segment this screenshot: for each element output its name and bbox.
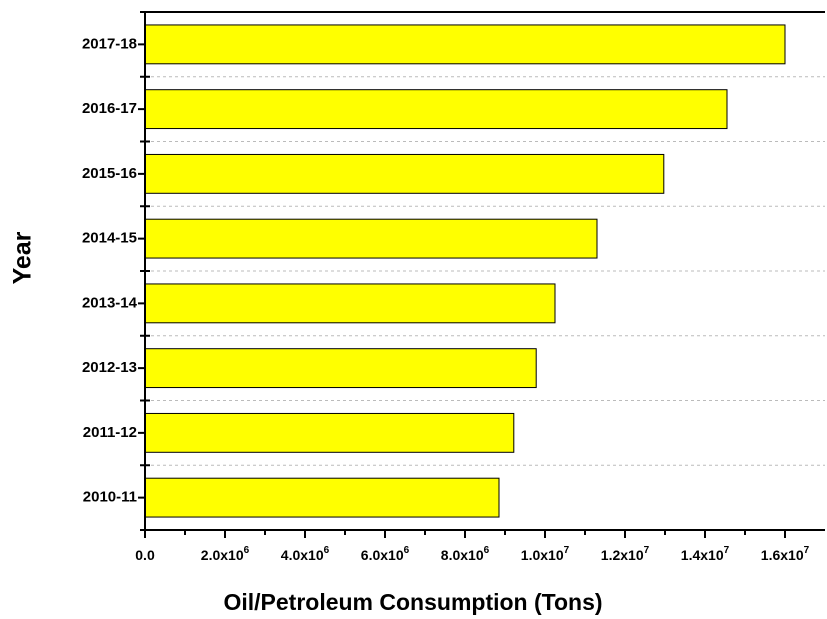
bar [144, 283, 556, 324]
x-tick-label-base: 1.6x10 [761, 547, 804, 563]
x-tick-label-exponent: 7 [804, 545, 810, 556]
y-tick-label: 2012-13 [82, 359, 137, 376]
bar [144, 412, 515, 453]
x-tick-label-exponent: 6 [324, 545, 330, 556]
x-tick-label-base: 8.0x10 [441, 547, 484, 563]
x-tick-label-base: 1.2x10 [601, 547, 644, 563]
x-tick-label: 4.0x106 [281, 545, 330, 563]
x-tick-label-base: 0.0 [135, 547, 155, 563]
x-tick-label-exponent: 7 [724, 545, 730, 556]
x-tick-label-base: 2.0x10 [201, 547, 244, 563]
x-tick-label-exponent: 7 [644, 545, 650, 556]
x-tick-label: 1.6x107 [761, 545, 810, 563]
x-tick-label-exponent: 6 [244, 545, 250, 556]
x-tick-label: 1.4x107 [681, 545, 730, 563]
bar [144, 477, 500, 518]
x-tick-label-exponent: 6 [404, 545, 410, 556]
x-tick-label: 0.0 [135, 547, 155, 563]
y-tick-label: 2013-14 [82, 294, 138, 311]
x-tick-label: 8.0x106 [441, 545, 490, 563]
y-tick-label: 2014-15 [82, 230, 137, 247]
x-tick-label-base: 4.0x10 [281, 547, 324, 563]
bar [144, 24, 786, 65]
y-tick-label: 2011-12 [83, 424, 137, 441]
y-tick-label: 2015-16 [82, 165, 137, 182]
y-tick-label: 2010-11 [83, 489, 137, 506]
x-tick-label: 2.0x106 [201, 545, 250, 563]
x-tick-label: 1.2x107 [601, 545, 650, 563]
y-tick-label: 2016-17 [82, 100, 137, 117]
x-tick-label: 6.0x106 [361, 545, 410, 563]
x-tick-label-base: 1.4x10 [681, 547, 724, 563]
y-tick-label: 2017-18 [82, 35, 137, 52]
bar [144, 218, 598, 259]
x-axis-label: Oil/Petroleum Consumption (Tons) [223, 589, 602, 615]
x-tick-label-base: 1.0x10 [521, 547, 564, 563]
x-tick-label-exponent: 7 [564, 545, 570, 556]
x-tick-label-exponent: 6 [484, 545, 490, 556]
bar [144, 348, 537, 389]
x-tick-label-base: 6.0x10 [361, 547, 404, 563]
x-tick-label: 1.0x107 [521, 545, 570, 563]
y-axis-label: Year [9, 231, 37, 284]
bar [144, 89, 728, 130]
bar [144, 153, 665, 194]
